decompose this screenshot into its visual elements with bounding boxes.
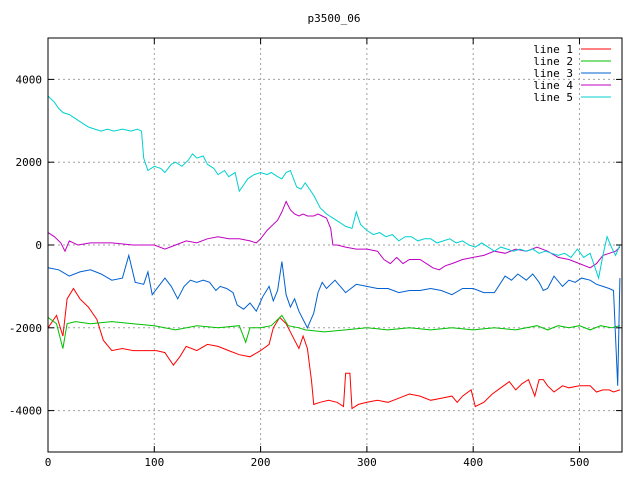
series-line-1 bbox=[47, 287, 621, 410]
y-tick-label: 2000 bbox=[16, 156, 43, 169]
x-tick-label: 300 bbox=[357, 456, 377, 469]
x-tick-label: 200 bbox=[251, 456, 271, 469]
y-tick-label: -4000 bbox=[9, 405, 42, 418]
legend-label: line 3 bbox=[533, 67, 573, 80]
y-tick-label: 0 bbox=[35, 239, 42, 252]
legend-label: line 4 bbox=[533, 79, 573, 92]
series-line-2 bbox=[47, 314, 621, 349]
legend-label: line 5 bbox=[533, 91, 573, 104]
legend-label: line 1 bbox=[533, 43, 573, 56]
series-line-3 bbox=[47, 253, 621, 386]
x-tick-label: 400 bbox=[463, 456, 483, 469]
x-tick-label: 500 bbox=[570, 456, 590, 469]
series-line-4 bbox=[47, 200, 621, 271]
axis-ticks: 0 100 200 300 400 500 -4000 -2000 0 2000 4000 bbox=[9, 38, 622, 469]
series-group bbox=[47, 95, 621, 410]
series-line-5 bbox=[47, 95, 621, 281]
x-tick-label: 0 bbox=[45, 456, 52, 469]
chart-title: p3500_06 bbox=[308, 12, 361, 25]
x-tick-label: 100 bbox=[144, 456, 164, 469]
legend-label: line 2 bbox=[533, 55, 573, 68]
y-tick-label: -2000 bbox=[9, 322, 42, 335]
y-tick-label: 4000 bbox=[16, 73, 43, 86]
